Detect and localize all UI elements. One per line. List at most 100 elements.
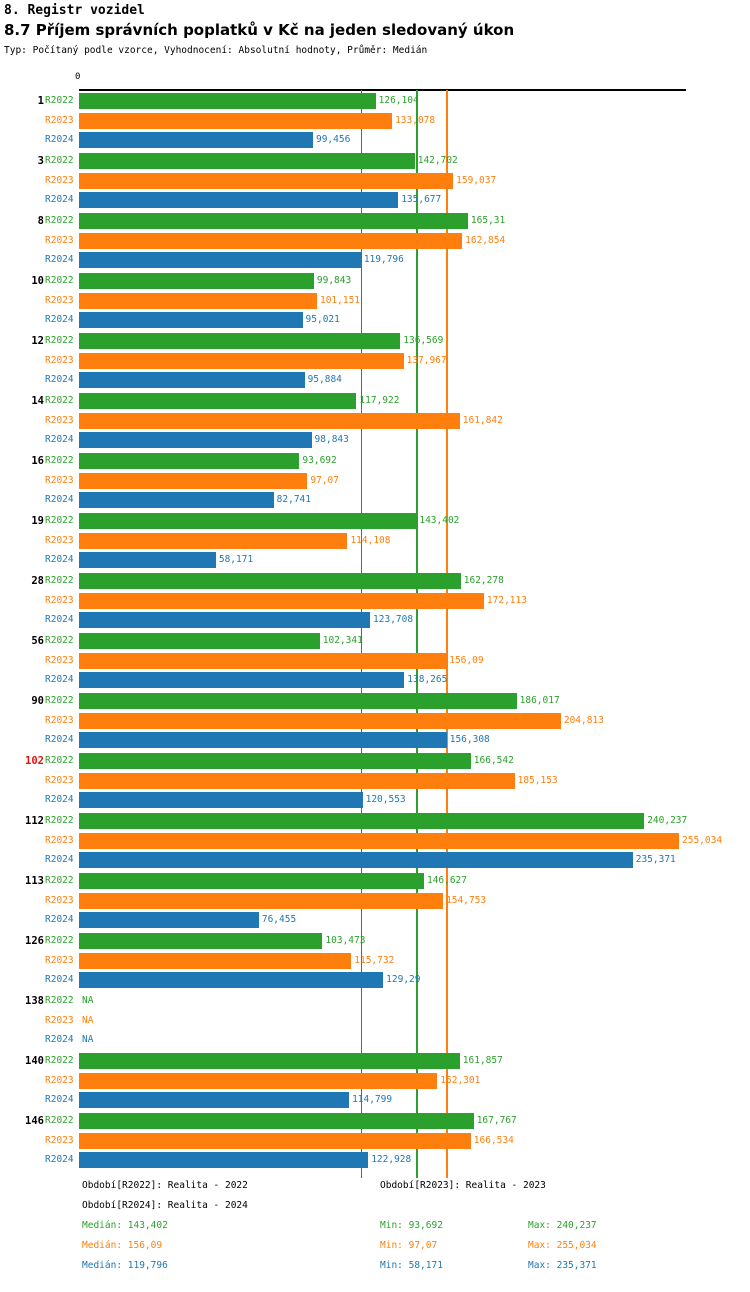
bar-row: R2024 58,171 [0, 552, 750, 572]
bar-row: R2022 146,627 [0, 873, 750, 893]
series-label-r2024: R2024 [45, 194, 74, 205]
bar-r2022[interactable] [79, 813, 645, 829]
bar-r2024[interactable] [79, 372, 305, 388]
bar-r2023[interactable] [79, 832, 679, 849]
bar-r2023[interactable] [79, 1072, 438, 1089]
bar-r2024[interactable] [79, 792, 363, 808]
bar-value-label: 129,29 [386, 974, 421, 985]
bar-r2024[interactable] [79, 552, 216, 568]
bar-r2023[interactable] [79, 472, 308, 489]
bar-value-label: 204,813 [563, 714, 604, 726]
row-id-label[interactable]: 19 [31, 515, 44, 527]
bar-r2023[interactable] [79, 412, 460, 429]
bar-r2023[interactable] [79, 652, 447, 669]
row-id-label[interactable]: 12 [31, 335, 44, 347]
bar-r2022[interactable] [79, 633, 320, 649]
bar-r2022[interactable] [79, 153, 415, 169]
bar-row: R2023 159,037 [0, 172, 750, 193]
bar-r2024[interactable] [79, 492, 274, 508]
series-label-r2024: R2024 [45, 854, 74, 865]
bar-r2024[interactable] [79, 972, 384, 988]
bar-value-label: 58,171 [218, 554, 254, 565]
bar-r2023[interactable] [79, 1132, 471, 1149]
row-id-label[interactable]: 28 [31, 575, 44, 587]
bar-r2024[interactable] [79, 252, 361, 268]
chart-footer: Období[R2022]: Realita - 2022 Období[R20… [0, 1180, 750, 1280]
series-label-r2023: R2023 [45, 1134, 74, 1146]
row-id-label[interactable]: 16 [31, 455, 44, 467]
row-id-label[interactable]: 146 [25, 1115, 44, 1127]
series-label-r2023: R2023 [45, 654, 74, 666]
bar-r2024[interactable] [79, 192, 399, 208]
bar-r2022[interactable] [79, 453, 300, 469]
bar-row: R2022 165,31 [0, 213, 750, 233]
bar-r2023[interactable] [79, 892, 444, 909]
bar-r2023[interactable] [79, 592, 484, 609]
bar-value-label: 119,796 [363, 254, 404, 265]
bar-r2023[interactable] [79, 772, 515, 789]
bar-r2024[interactable] [79, 852, 633, 868]
bar-r2022[interactable] [79, 393, 357, 409]
bar-r2022[interactable] [79, 933, 323, 949]
bar-r2023[interactable] [79, 172, 454, 189]
bar-value-label: 99,456 [315, 134, 351, 145]
bar-r2024[interactable] [79, 912, 259, 928]
bar-r2024[interactable] [79, 432, 312, 448]
bar-value-label: 172,113 [486, 594, 527, 606]
row-id-label[interactable]: 140 [25, 1055, 44, 1067]
bar-r2023[interactable] [79, 292, 317, 309]
row-id-label-highlighted[interactable]: 102 [25, 755, 44, 767]
row-id-label[interactable]: 113 [25, 875, 44, 887]
bar-r2023[interactable] [79, 352, 404, 369]
bar-r2022[interactable] [79, 93, 376, 109]
chart-row-group: 28 R2022 162,278 R2023 172,113 R2024 123,708 [0, 573, 750, 632]
bar-r2023[interactable] [79, 232, 463, 249]
bar-value-label: 161,842 [462, 414, 503, 426]
chart-row-group: 138 R2022 NA R2023 NA R2024 NA [0, 993, 750, 1052]
chart-row-group: 102 R2022 166,542 R2023 185,153 R2024 120,553 [0, 753, 750, 812]
bar-r2022[interactable] [79, 573, 461, 589]
bar-value-label: 117,922 [359, 395, 400, 406]
bar-r2022[interactable] [79, 1113, 474, 1129]
bar-r2022[interactable] [79, 273, 314, 289]
bar-r2024[interactable] [79, 1092, 350, 1108]
series-label-r2023: R2023 [45, 774, 74, 786]
bar-r2023[interactable] [79, 712, 561, 729]
bar-r2024[interactable] [79, 1152, 369, 1168]
bar-r2022[interactable] [79, 213, 468, 229]
row-id-label[interactable]: 138 [25, 995, 44, 1007]
bar-r2024[interactable] [79, 732, 447, 748]
row-id-label[interactable]: 90 [31, 695, 44, 707]
bar-r2022[interactable] [79, 1053, 460, 1069]
bar-r2023[interactable] [79, 952, 352, 969]
row-id-label[interactable]: 126 [25, 935, 44, 947]
bar-value-label: 102,341 [322, 635, 363, 646]
row-id-label[interactable]: 56 [31, 635, 44, 647]
bar-r2022[interactable] [79, 693, 517, 709]
bar-row: R2022 93,692 [0, 453, 750, 473]
bar-r2022[interactable] [79, 873, 424, 889]
row-id-label[interactable]: 10 [31, 275, 44, 287]
bar-r2024[interactable] [79, 312, 303, 328]
series-label-r2024: R2024 [45, 134, 74, 145]
row-id-label[interactable]: 8 [37, 215, 44, 227]
row-id-label[interactable]: 3 [37, 155, 44, 167]
bar-row: R2024 129,29 [0, 972, 750, 992]
bar-r2023[interactable] [79, 112, 393, 129]
bar-value-label: 95,884 [307, 374, 342, 385]
row-id-label[interactable]: 112 [25, 815, 44, 827]
row-id-label[interactable]: 1 [37, 95, 44, 107]
bar-r2024[interactable] [79, 132, 313, 148]
bar-r2024[interactable] [79, 672, 405, 688]
stat-median-r2023: Medián: 156,09 [82, 1240, 163, 1251]
series-label-r2024: R2024 [45, 614, 74, 625]
series-label-r2024: R2024 [45, 1034, 74, 1045]
row-id-label[interactable]: 14 [31, 395, 44, 407]
bar-r2022[interactable] [79, 333, 401, 349]
bar-r2022[interactable] [79, 513, 417, 529]
bar-r2023[interactable] [79, 532, 348, 549]
bar-r2024[interactable] [79, 612, 371, 628]
series-label-r2022: R2022 [45, 455, 74, 466]
bar-r2022[interactable] [79, 753, 471, 769]
legend-item-r2024: Období[R2024]: Realita - 2024 [82, 1200, 248, 1211]
